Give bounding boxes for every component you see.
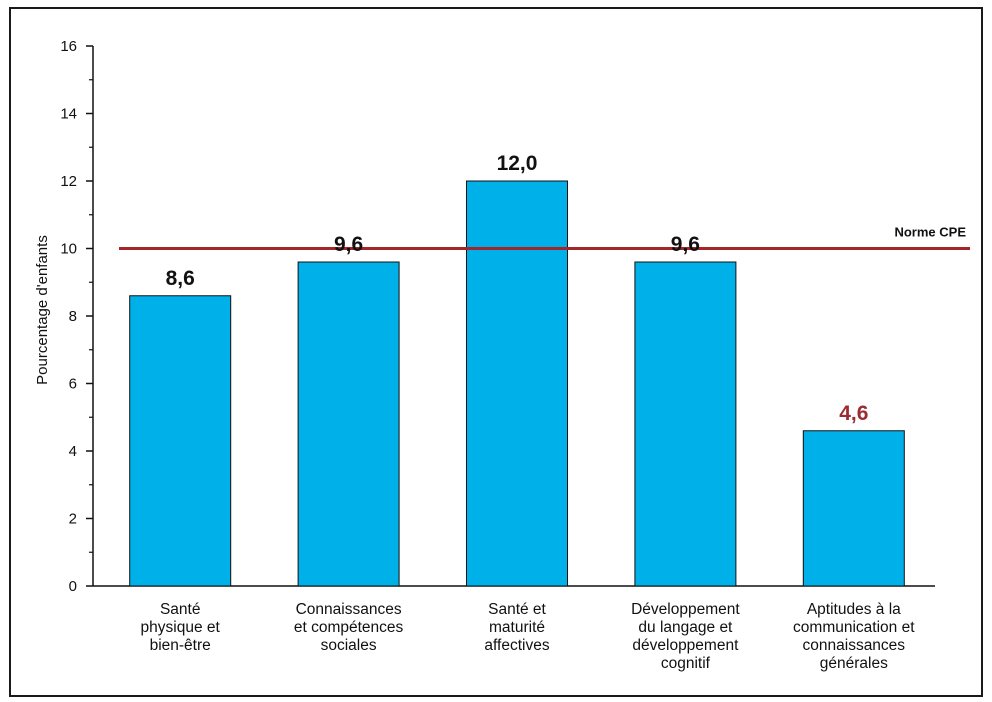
value-label-1: 8,6 (166, 267, 195, 290)
bar-1 (129, 295, 232, 587)
y-tick-label: 12 (60, 173, 77, 190)
chart-frame (9, 7, 983, 697)
category-label-4: Développement du langage et développement c… (631, 601, 740, 672)
y-tick-label: 14 (60, 106, 77, 123)
labels: 8,6 Santé physique et bien-être 9,6 Connaissa… (141, 152, 916, 672)
reference-line-group: Norme CPE (119, 225, 970, 250)
value-label-3: 12,0 (497, 152, 538, 175)
category-label-5: Aptitudes à la communication et connaissan… (793, 601, 915, 672)
value-label-5: 4,6 (839, 402, 868, 425)
category-label-1: Santé physique et bien-être (141, 601, 221, 654)
y-tick-label: 10 (60, 241, 77, 258)
y-tick-label: 2 (69, 511, 77, 528)
reference-line-label: Norme CPE (894, 225, 966, 240)
y-axis-label: Pourcentage d'enfants (34, 235, 51, 385)
bar-4 (634, 261, 737, 587)
bar-3 (466, 180, 568, 587)
bar-5 (802, 430, 905, 587)
category-label-3: Santé et maturité affectives (484, 601, 549, 654)
y-tick-label: 16 (60, 38, 77, 55)
value-label-2: 9,6 (334, 233, 363, 256)
y-tick-label: 0 (69, 578, 77, 595)
y-tick-label: 4 (69, 443, 77, 460)
bar-2 (297, 261, 400, 587)
y-tick-label: 6 (69, 376, 77, 393)
value-label-4: 9,6 (671, 233, 700, 256)
y-tick-label: 8 (69, 308, 77, 325)
y-axis: 0 2 4 6 8 10 12 14 16 (60, 38, 935, 595)
bars (129, 180, 905, 587)
category-label-2: Connaissances et compétences sociales (294, 601, 404, 654)
